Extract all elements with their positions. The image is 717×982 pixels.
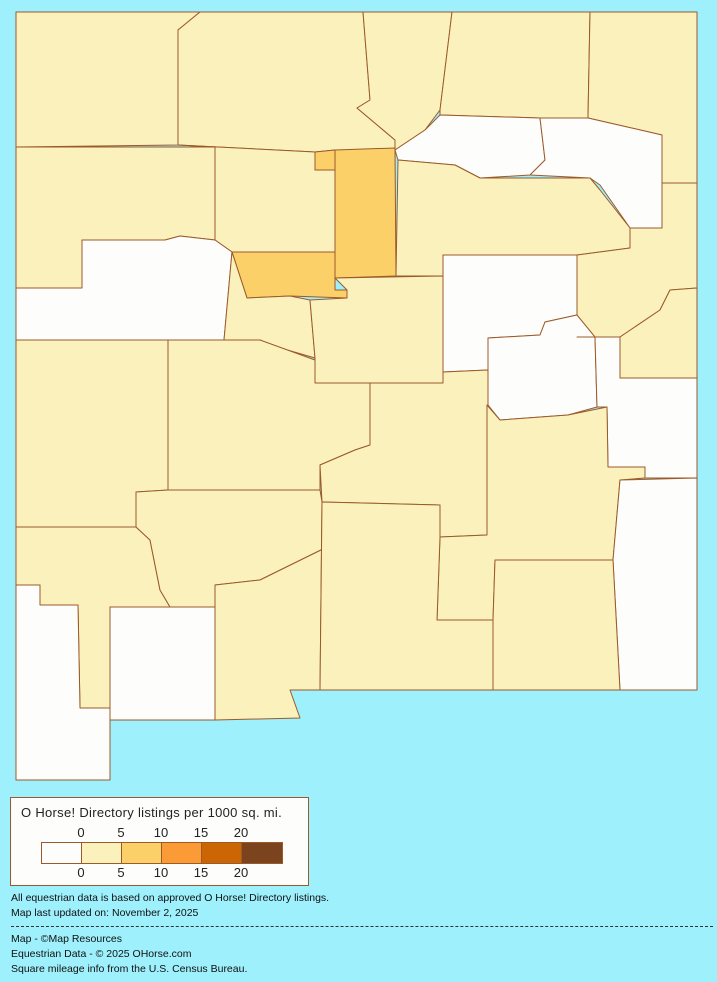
counties xyxy=(15,11,698,781)
legend-tick: 15 xyxy=(193,825,209,840)
county[interactable] xyxy=(612,477,698,691)
county[interactable] xyxy=(319,501,494,691)
legend-tick: 5 xyxy=(117,865,125,880)
legend-tick: 15 xyxy=(193,865,209,880)
divider xyxy=(11,926,713,927)
county[interactable] xyxy=(177,11,396,153)
legend-swatch xyxy=(122,843,162,863)
legend-tick: 0 xyxy=(77,865,85,880)
legend-tick: 5 xyxy=(117,825,125,840)
county[interactable] xyxy=(15,11,201,148)
legend-tick: 0 xyxy=(77,825,85,840)
legend-title: O Horse! Directory listings per 1000 sq.… xyxy=(21,805,283,820)
data-credit: Equestrian Data - © 2025 OHorse.com xyxy=(11,948,192,960)
legend-tick: 10 xyxy=(153,825,169,840)
data-source-note: All equestrian data is based on approved… xyxy=(11,892,330,904)
legend-swatch xyxy=(242,843,282,863)
map-credit: Map - ©Map Resources xyxy=(11,933,123,945)
legend-swatch xyxy=(202,843,242,863)
legend-swatch xyxy=(162,843,202,863)
legend-swatch xyxy=(82,843,122,863)
legend-swatch xyxy=(42,843,82,863)
last-updated-note: Map last updated on: November 2, 2025 xyxy=(11,907,199,919)
county[interactable] xyxy=(109,606,216,721)
census-credit: Square mileage info from the U.S. Census… xyxy=(11,963,248,975)
county[interactable] xyxy=(314,149,336,171)
legend-tick: 20 xyxy=(233,825,249,840)
county[interactable] xyxy=(492,559,621,691)
legend-color-bar xyxy=(41,842,283,864)
state-county-map xyxy=(15,11,698,781)
county[interactable] xyxy=(439,11,591,119)
map-legend: O Horse! Directory listings per 1000 sq.… xyxy=(10,797,309,886)
county[interactable] xyxy=(529,117,663,229)
legend-tick: 20 xyxy=(233,865,249,880)
county[interactable] xyxy=(334,147,397,279)
county[interactable] xyxy=(15,584,111,781)
legend-tick: 10 xyxy=(153,865,169,880)
county[interactable] xyxy=(231,251,348,299)
